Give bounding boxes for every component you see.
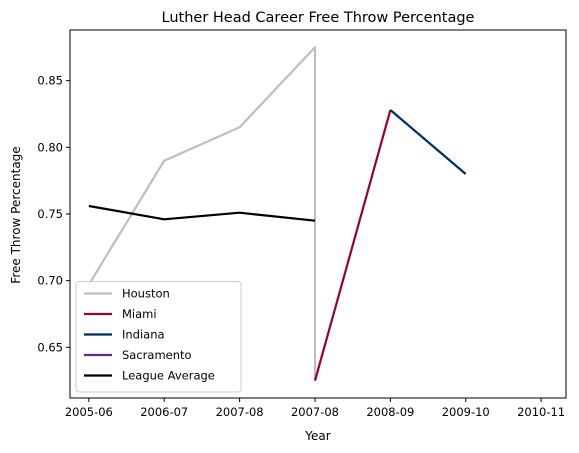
y-axis-label: Free Throw Percentage [9,146,23,283]
y-tick-label: 0.75 [37,207,63,221]
y-tick-label: 0.65 [37,340,63,354]
x-tick-label: 2007-08 [291,405,339,419]
x-tick-label: 2006-07 [140,405,188,419]
x-axis-label: Year [304,429,330,443]
x-tick-label: 2005-06 [65,405,113,419]
y-tick-label: 0.70 [37,274,63,288]
legend-label: League Average [122,369,215,383]
legend-label: Sacramento [122,348,192,362]
legend: Houston Miami Indiana Sacramento League Aver… [76,282,241,393]
x-tick-label: 2010-11 [517,405,565,419]
legend-label: Miami [122,307,157,321]
legend-label: Indiana [122,328,165,342]
legend-label: Houston [122,287,170,301]
x-tick-label: 2008-09 [366,405,414,419]
y-tick-label: 0.85 [37,74,63,88]
x-tick-label: 2007-08 [216,405,264,419]
chart-title: Luther Head Career Free Throw Percentage [162,10,475,26]
x-tick-label: 2009-10 [442,405,490,419]
y-tick-label: 0.80 [37,140,63,154]
